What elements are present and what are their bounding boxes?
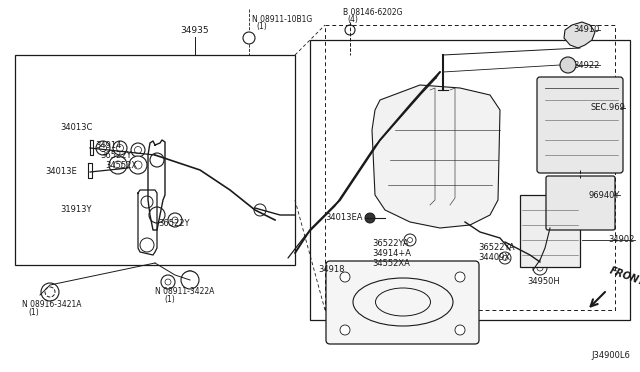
Circle shape	[168, 213, 182, 227]
Circle shape	[113, 141, 127, 155]
Circle shape	[455, 272, 465, 282]
Text: 34013E: 34013E	[45, 167, 77, 176]
Circle shape	[404, 234, 416, 246]
FancyBboxPatch shape	[537, 77, 623, 173]
Circle shape	[41, 283, 59, 301]
Circle shape	[96, 141, 110, 155]
Circle shape	[109, 156, 127, 174]
Polygon shape	[564, 22, 595, 48]
Text: 34935: 34935	[180, 26, 209, 35]
Circle shape	[254, 204, 266, 216]
Text: FRONT: FRONT	[608, 266, 640, 288]
Bar	[325, 25, 615, 310]
Text: 36522Y: 36522Y	[158, 218, 189, 228]
Bar	[310, 40, 630, 320]
Text: 36522YA: 36522YA	[372, 238, 408, 247]
Bar	[15, 55, 295, 265]
Circle shape	[181, 271, 199, 289]
Text: 31913Y: 31913Y	[60, 205, 92, 215]
Text: 34914: 34914	[95, 141, 122, 150]
Circle shape	[455, 325, 465, 335]
Text: 34013EA: 34013EA	[325, 214, 362, 222]
Text: 96940Y: 96940Y	[589, 190, 620, 199]
Text: 34950H: 34950H	[527, 277, 560, 286]
Circle shape	[150, 153, 164, 167]
Text: 34552XA: 34552XA	[372, 260, 410, 269]
Text: 34552X: 34552X	[105, 160, 137, 170]
Circle shape	[499, 252, 511, 264]
Circle shape	[183, 271, 197, 285]
Circle shape	[161, 275, 175, 289]
Circle shape	[340, 325, 350, 335]
Text: 34902: 34902	[609, 235, 635, 244]
Circle shape	[533, 261, 547, 275]
Text: N 08911-10B1G: N 08911-10B1G	[252, 15, 312, 24]
Text: (4): (4)	[347, 15, 358, 24]
Text: N 08911-3422A: N 08911-3422A	[155, 287, 214, 296]
Text: 34013C: 34013C	[60, 124, 92, 132]
Bar	[520, 195, 580, 267]
Text: (1): (1)	[28, 308, 39, 317]
Text: SEC.969: SEC.969	[590, 103, 625, 112]
Text: 36522Y: 36522Y	[100, 151, 131, 160]
Polygon shape	[372, 85, 500, 228]
Text: J34900L6: J34900L6	[591, 351, 630, 360]
FancyBboxPatch shape	[326, 261, 479, 344]
Text: 34914+A: 34914+A	[372, 248, 411, 257]
Text: 36522YA: 36522YA	[478, 244, 515, 253]
Text: 34922: 34922	[573, 61, 600, 70]
Circle shape	[129, 156, 147, 174]
Circle shape	[131, 143, 145, 157]
Text: B 08146-6202G: B 08146-6202G	[343, 8, 403, 17]
Circle shape	[340, 272, 350, 282]
FancyBboxPatch shape	[546, 176, 615, 230]
Text: (1): (1)	[256, 22, 267, 31]
Circle shape	[560, 57, 576, 73]
Text: 34910: 34910	[573, 26, 600, 35]
Text: 34409X: 34409X	[478, 253, 510, 263]
Text: (1): (1)	[164, 295, 175, 304]
Circle shape	[149, 207, 165, 223]
Circle shape	[365, 213, 375, 223]
Text: 34918: 34918	[318, 266, 344, 275]
Circle shape	[140, 238, 154, 252]
Text: N 08916-3421A: N 08916-3421A	[22, 300, 81, 309]
Circle shape	[141, 196, 153, 208]
